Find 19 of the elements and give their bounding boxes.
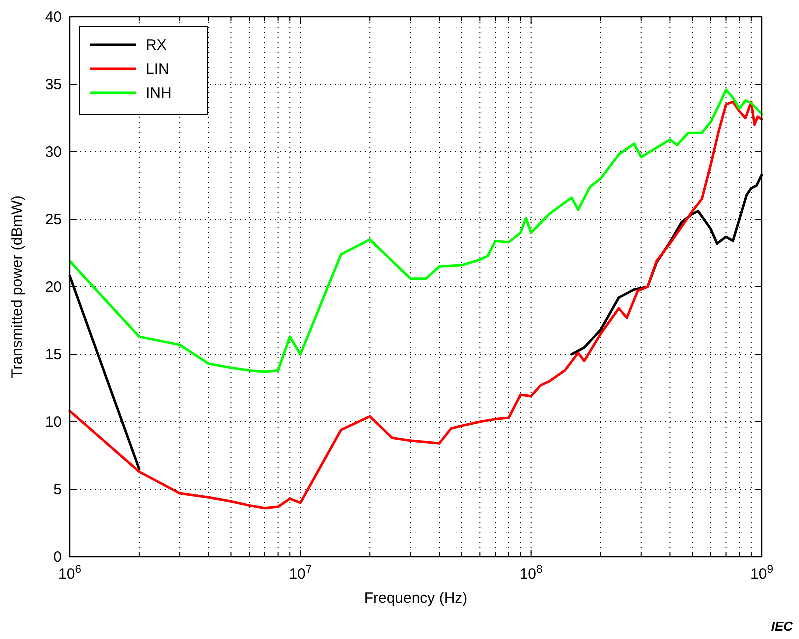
legend-label: INH <box>146 85 172 102</box>
y-axis-title: Transmitted power (dBmW) <box>9 196 26 378</box>
y-tick-label: 20 <box>45 279 62 296</box>
y-tick-label: 40 <box>45 9 62 26</box>
y-tick-label: 15 <box>45 346 62 364</box>
y-tick-label: 5 <box>54 482 62 498</box>
x-tick-label: 10$^{7}$ <box>289 564 312 583</box>
x-tick-label: 10$^{9}$ <box>750 564 774 583</box>
text: IEC <box>771 619 794 634</box>
legend-label: LIN <box>146 61 170 78</box>
y-tick-label: 0 <box>54 549 62 566</box>
x-tick-label: 10$^{8}$ <box>520 564 543 583</box>
legend-label: RX <box>146 37 167 54</box>
y-tick-label: 30 <box>45 144 62 161</box>
y-tick-label: 25 <box>45 212 62 228</box>
x-tick-label: 10$^{6}$ <box>58 564 82 583</box>
x-axis-title: Frequency (Hz) <box>364 590 468 607</box>
y-tick-label: 10 <box>45 414 62 431</box>
y-tick-label: 35 <box>45 76 62 94</box>
